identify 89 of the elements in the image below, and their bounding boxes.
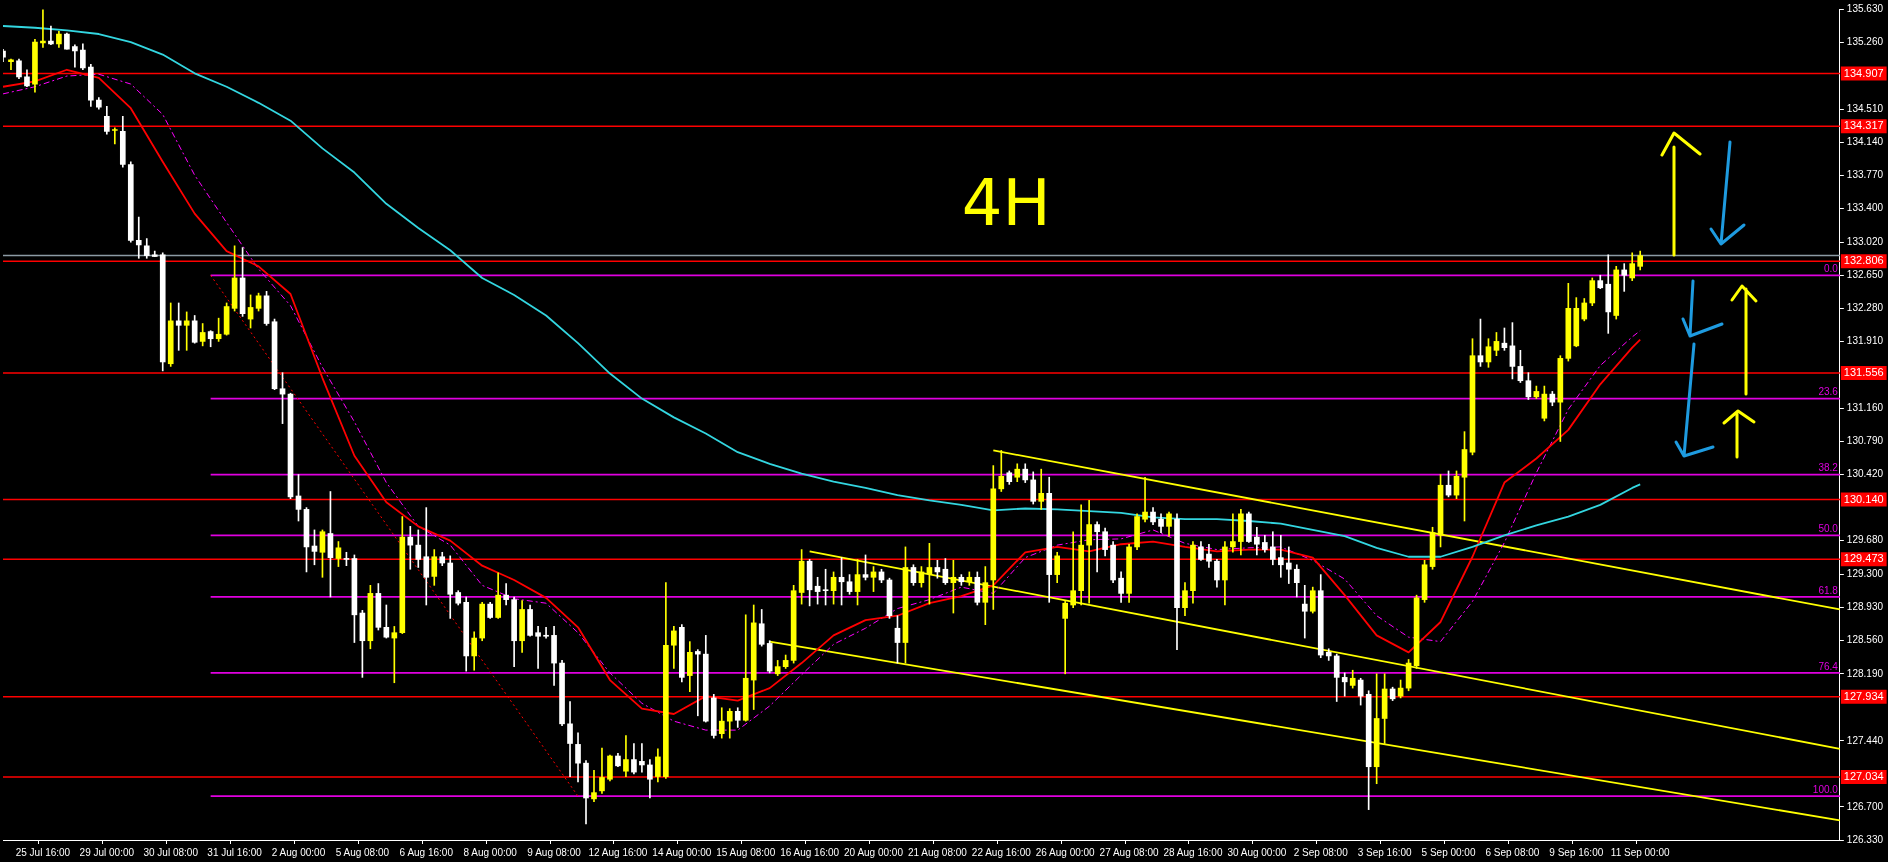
x-tick-label: 9 Aug 08:00 xyxy=(527,846,582,858)
series-label: 100.0 xyxy=(1812,783,1839,795)
y-tick-label: 127.440 xyxy=(1846,734,1884,746)
candlestick xyxy=(72,44,78,68)
x-tick-label: 12 Aug 16:00 xyxy=(588,846,648,858)
ref-line-label: 130.140 xyxy=(1843,492,1884,505)
candlestick xyxy=(135,216,142,259)
y-tick-label: 132.280 xyxy=(1846,302,1884,314)
y-tick-label: 128.560 xyxy=(1846,634,1884,646)
y-tick-label: 131.910 xyxy=(1846,335,1884,347)
x-tick-label: 9 Sep 16:00 xyxy=(1549,846,1604,858)
candlestick xyxy=(111,127,118,145)
y-tick-label: 130.420 xyxy=(1846,468,1884,480)
x-tick-label: 26 Aug 00:00 xyxy=(1035,846,1096,858)
candlestick xyxy=(1094,521,1100,573)
candlestick xyxy=(1341,672,1348,697)
x-tick-label: 28 Aug 16:00 xyxy=(1163,846,1223,858)
ref-line-label: 127.934 xyxy=(1843,689,1884,702)
ref-line-label: 129.473 xyxy=(1843,552,1884,565)
candlestick xyxy=(1301,585,1308,639)
x-tick-label: 5 Sep 00:00 xyxy=(1421,846,1476,858)
x-tick-label: 3 Sep 16:00 xyxy=(1357,846,1413,858)
x-tick-label: 30 Aug 00:00 xyxy=(1227,846,1287,858)
x-tick-label: 27 Aug 08:00 xyxy=(1099,846,1159,858)
candlestick xyxy=(639,743,645,773)
y-tick-label: 133.770 xyxy=(1846,168,1884,180)
x-tick-label: 30 Jul 08:00 xyxy=(143,846,199,858)
candlestick xyxy=(535,626,541,669)
series-label: 76.4 xyxy=(1818,660,1839,672)
ref-line-label: 134.317 xyxy=(1843,119,1884,132)
series-label: 61.8 xyxy=(1818,584,1839,596)
candlestick xyxy=(1325,648,1332,661)
candlestick xyxy=(1621,263,1628,292)
x-tick-label: 5 Aug 08:00 xyxy=(335,846,390,858)
candlestick xyxy=(591,769,597,802)
y-tick-label: 134.510 xyxy=(1846,102,1884,114)
x-tick-label: 25 Jul 16:00 xyxy=(15,846,71,858)
annotation: 4H xyxy=(961,166,1051,241)
y-tick-label: 130.790 xyxy=(1846,435,1884,447)
ref-line-label: 131.556 xyxy=(1843,366,1884,379)
candlestick xyxy=(423,507,430,606)
ref-line-label: 132.806 xyxy=(1843,254,1884,267)
y-tick-label: 133.020 xyxy=(1846,235,1884,247)
x-tick-label: 2 Sep 08:00 xyxy=(1293,846,1349,858)
candlestick xyxy=(1277,534,1284,578)
y-tick-label: 129.300 xyxy=(1846,568,1884,580)
x-tick-label: 31 Jul 16:00 xyxy=(207,846,263,858)
x-tick-label: 29 Jul 00:00 xyxy=(79,846,135,858)
candlestick xyxy=(1062,601,1069,675)
y-tick-label: 128.930 xyxy=(1846,601,1884,613)
y-tick-label: 134.140 xyxy=(1846,135,1884,147)
x-tick-label: 22 Aug 16:00 xyxy=(971,846,1032,858)
x-tick-label: 16 Aug 16:00 xyxy=(780,846,840,858)
series-label: 50.0 xyxy=(1818,523,1839,535)
y-tick-label: 126.700 xyxy=(1846,800,1884,812)
candlestick xyxy=(503,583,509,606)
series-label: 0.0 xyxy=(1823,263,1839,275)
candlestick xyxy=(407,526,414,570)
candlestick xyxy=(1285,546,1292,584)
x-tick-label: 8 Aug 00:00 xyxy=(463,846,518,858)
candlestick xyxy=(1142,476,1148,523)
x-tick-label: 20 Aug 00:00 xyxy=(844,846,904,858)
x-tick-label: 2 Aug 00:00 xyxy=(271,846,326,858)
candlestick xyxy=(175,302,182,351)
x-tick-label: 11 Sep 00:00 xyxy=(1610,846,1671,858)
x-tick-label: 6 Aug 16:00 xyxy=(399,846,454,858)
series-label: 23.6 xyxy=(1818,386,1839,398)
x-tick-label: 6 Sep 08:00 xyxy=(1485,846,1540,858)
y-tick-label: 126.330 xyxy=(1846,833,1884,845)
y-tick-label: 129.680 xyxy=(1846,534,1884,546)
y-tick-label: 128.190 xyxy=(1846,667,1884,679)
candlestick xyxy=(694,649,701,717)
y-tick-label: 131.160 xyxy=(1846,402,1884,414)
y-tick-label: 132.650 xyxy=(1846,269,1884,281)
y-tick-label: 133.400 xyxy=(1846,202,1884,214)
x-tick-label: 21 Aug 08:00 xyxy=(907,846,968,858)
ref-line-label: 134.907 xyxy=(1843,66,1884,79)
candlestick xyxy=(391,626,398,684)
x-tick-label: 14 Aug 00:00 xyxy=(652,846,712,858)
candlestick xyxy=(543,627,549,639)
candlestick xyxy=(183,311,190,351)
candlestick xyxy=(1038,468,1045,510)
candlestick xyxy=(48,25,54,46)
x-tick-label: 15 Aug 08:00 xyxy=(716,846,776,858)
y-tick-label: 135.630 xyxy=(1846,2,1884,14)
candlestick xyxy=(1230,513,1236,553)
ref-line-label: 127.034 xyxy=(1843,770,1884,783)
series-label: 38.2 xyxy=(1818,462,1839,474)
y-tick-label: 135.260 xyxy=(1846,35,1884,47)
